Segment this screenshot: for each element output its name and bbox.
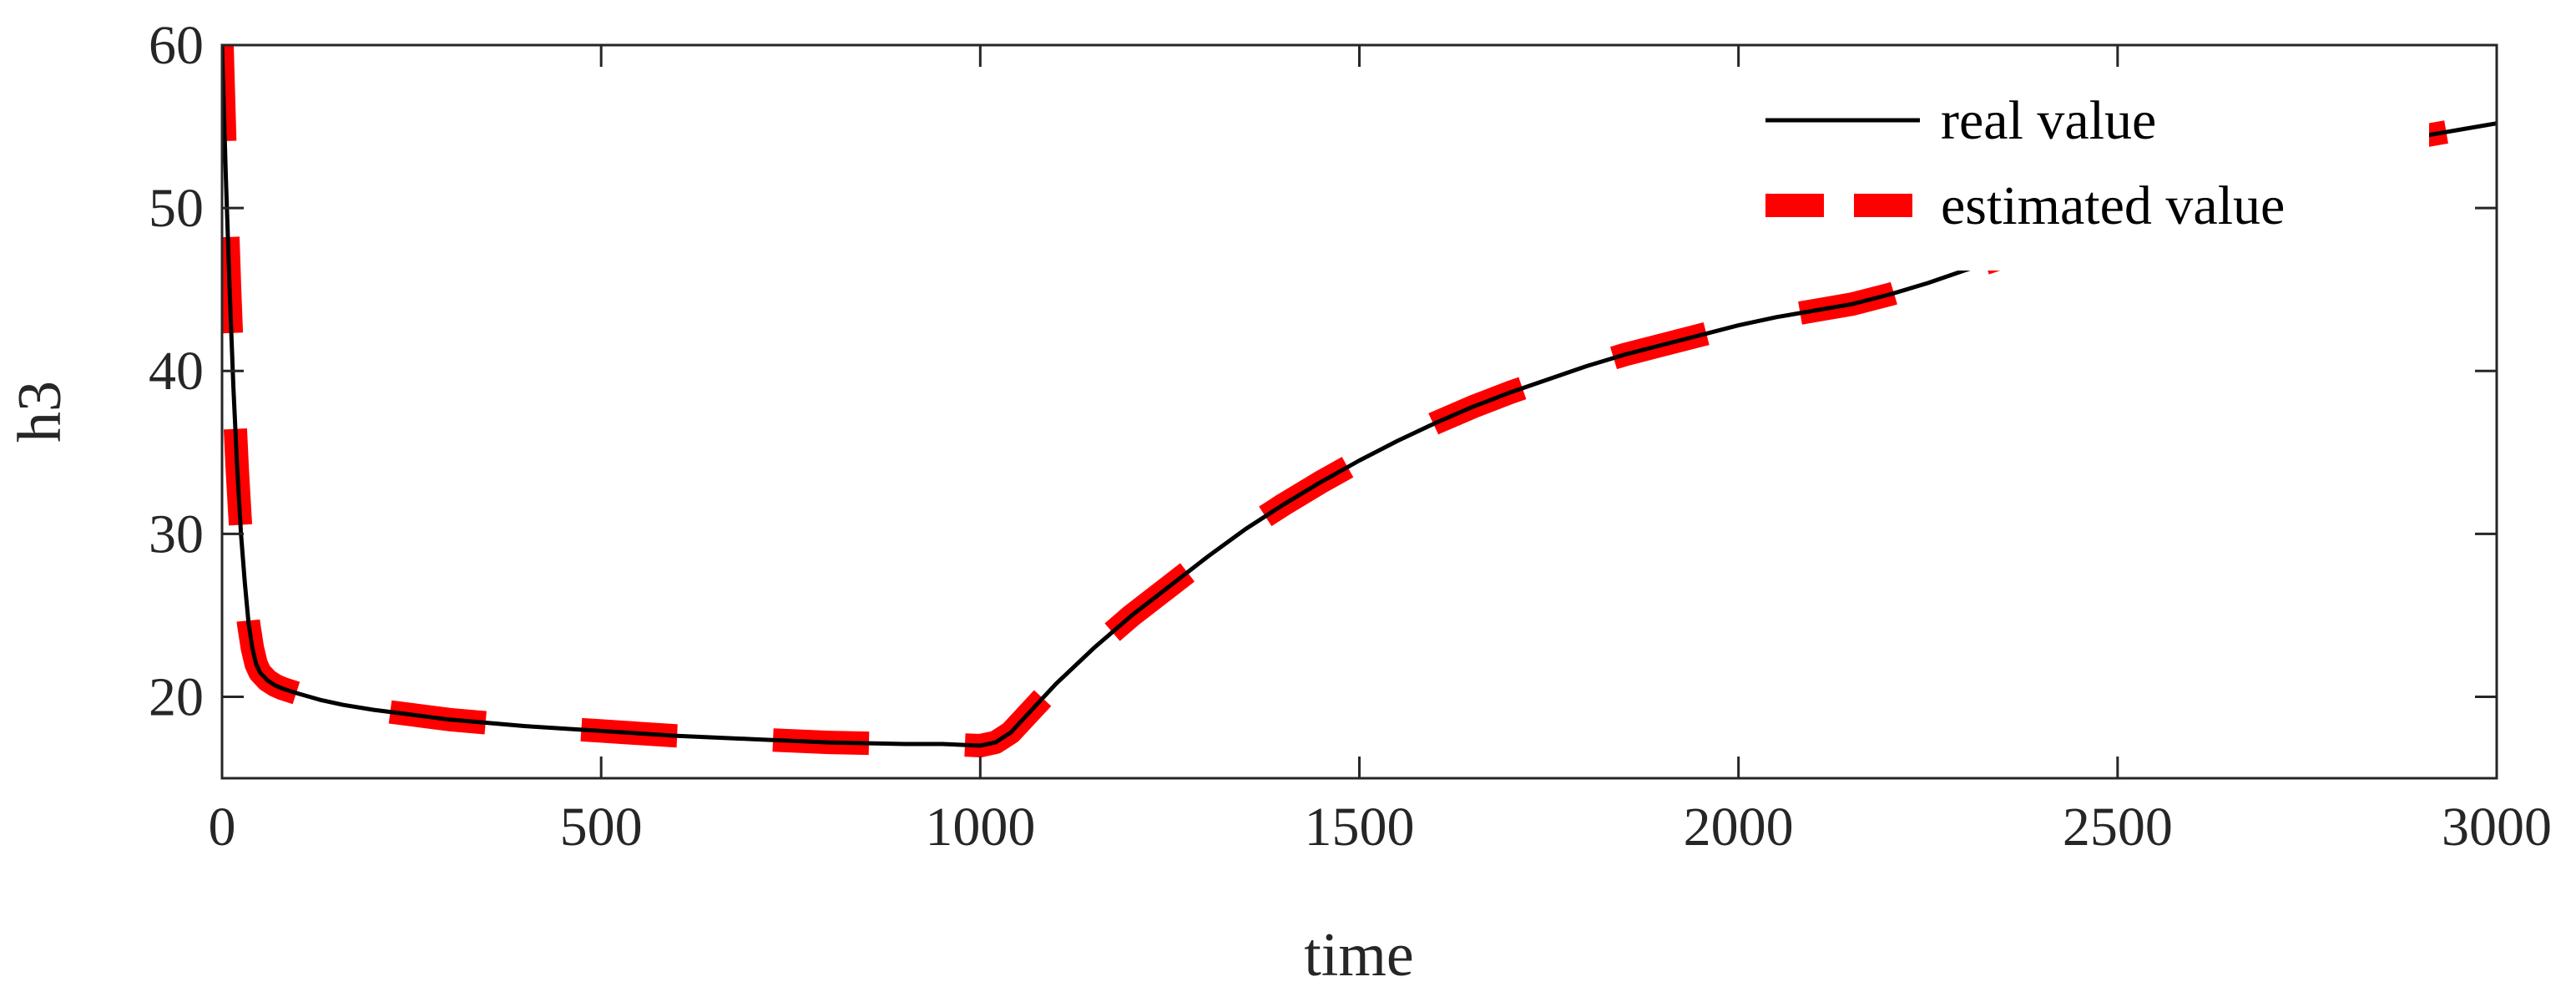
x-tick-label: 0 xyxy=(209,797,236,858)
x-tick-label: 3000 xyxy=(2442,797,2552,858)
y-tick-label: 60 xyxy=(149,15,204,76)
x-tick-label: 500 xyxy=(560,797,643,858)
x-tick-label: 2500 xyxy=(2063,797,2173,858)
y-tick-label: 40 xyxy=(149,341,204,402)
legend-label-real-value: real value xyxy=(1941,90,2156,151)
legend-background xyxy=(1745,82,2429,271)
y-tick-label: 30 xyxy=(149,504,204,564)
y-tick-label: 50 xyxy=(149,178,204,239)
x-tick-label: 2000 xyxy=(1684,797,1794,858)
ticks-layer: 0 500 1000 1500 2000 2500 3000 20 30 40 50 60 xyxy=(149,15,2552,858)
y-axis-title: h3 xyxy=(6,381,74,443)
legend: real value estimated value xyxy=(1745,82,2429,271)
x-tick-label: 1500 xyxy=(1305,797,1415,858)
x-tick-label: 1000 xyxy=(925,797,1035,858)
x-axis-title: time xyxy=(1304,921,1414,989)
y-tick-label: 20 xyxy=(149,666,204,727)
legend-label-estimated-value: estimated value xyxy=(1941,175,2285,236)
